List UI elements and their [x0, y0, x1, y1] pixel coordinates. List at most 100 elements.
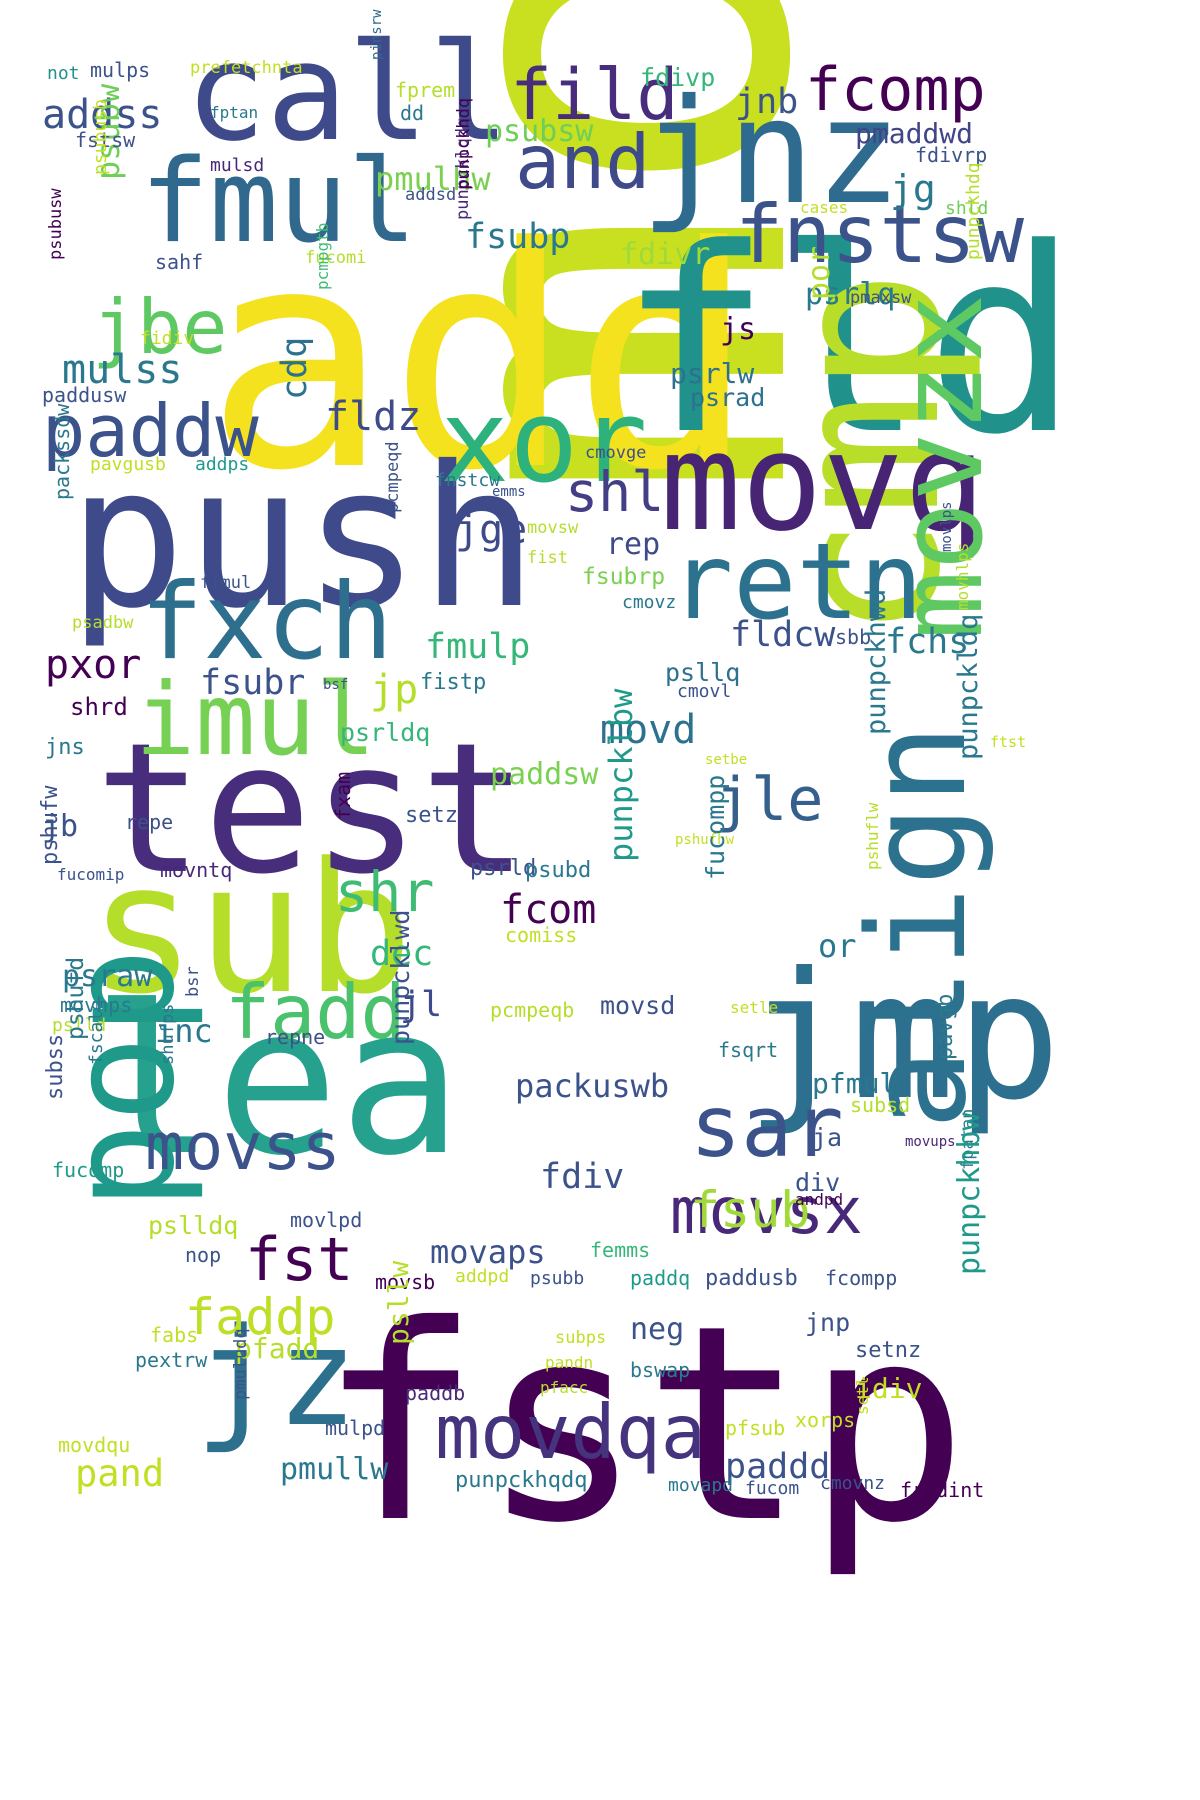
cloud-word: jl	[400, 985, 443, 1025]
cloud-word: fnstsw	[735, 188, 1024, 281]
cloud-word: fist	[527, 548, 568, 568]
cloud-word: addpd	[455, 1266, 510, 1287]
cloud-word: cmovl	[677, 681, 732, 702]
cloud-word: fcompp	[825, 1266, 898, 1290]
cloud-word: shufps	[158, 1003, 178, 1065]
cloud-word: andpd	[795, 1190, 844, 1209]
cloud-word: psllq	[665, 658, 741, 687]
cloud-word: fptan	[210, 103, 259, 122]
cloud-word: pshufd	[63, 956, 89, 1040]
cloud-word: fscale	[86, 999, 107, 1065]
cloud-word: fucompp	[701, 774, 730, 880]
cloud-word: fdivrp	[915, 143, 988, 167]
cloud-word: js	[720, 312, 757, 347]
cloud-word: pxor	[45, 642, 142, 688]
cloud-word: fimul	[200, 573, 252, 593]
cloud-word: paddsw	[490, 757, 599, 792]
cloud-word: cmovge	[585, 443, 647, 463]
cloud-word: addps	[195, 454, 250, 475]
cloud-word: sub	[88, 825, 414, 1034]
cloud-word: setz	[405, 803, 458, 828]
cloud-word: retn	[670, 521, 923, 643]
cloud-word: psrlw	[670, 357, 755, 390]
cloud-word: punpckhdq	[454, 97, 474, 190]
cloud-word: fucomp	[52, 1158, 125, 1182]
cloud-word: ftst	[990, 733, 1027, 751]
cloud-word: punpcklbw	[602, 688, 640, 862]
cloud-word: movntq	[160, 858, 233, 882]
cloud-word: paddw	[42, 389, 259, 473]
cloud-word: div	[795, 1168, 841, 1197]
cloud-word: addss	[42, 92, 163, 138]
cloud-word: jge	[455, 507, 528, 553]
cloud-word: fdivr	[620, 237, 711, 272]
cloud-word: comiss	[505, 923, 578, 947]
cloud-word: movsw	[527, 518, 579, 538]
cloud-word: fdivp	[640, 63, 716, 92]
cloud-word: movdqa	[435, 1388, 706, 1476]
cloud-word: packuswb	[515, 1067, 670, 1105]
cloud-word: xor	[440, 375, 648, 509]
cloud-word: pmullw	[280, 1452, 389, 1487]
cloud-word: shld	[945, 198, 989, 219]
cloud-word: shr	[335, 860, 435, 924]
cloud-word: psraw	[62, 959, 153, 994]
cloud-word: punpcklwd	[386, 909, 415, 1045]
cloud-word: movdqu	[58, 1433, 131, 1457]
cloud-word: fucomi	[305, 248, 367, 268]
cloud-word: shrd	[70, 693, 128, 721]
cloud-word: setbe	[705, 752, 748, 768]
cloud-word: psrld	[470, 856, 537, 881]
cloud-word: fld	[618, 194, 1079, 491]
cloud-word: emms	[492, 484, 526, 500]
cloud-word: pmaddwd	[855, 117, 974, 150]
cloud-word: movups	[905, 1134, 956, 1150]
cloud-word: pmuludq	[231, 1328, 251, 1400]
cloud-word: neg	[630, 1312, 685, 1347]
cloud-word: cmovz	[622, 592, 677, 613]
cloud-word: jg	[890, 167, 936, 211]
cloud-word: sar	[690, 1078, 844, 1177]
cloud-word: bsf	[323, 677, 349, 693]
cloud-word: movsd	[600, 991, 676, 1020]
cloud-word: fldz	[325, 394, 422, 440]
cloud-word: punpckhqdq	[455, 1468, 588, 1493]
cloud-word: pfacc	[540, 1378, 589, 1397]
cloud-word: inc	[155, 1012, 213, 1050]
cloud-word: fstsw	[75, 128, 136, 152]
cloud-word: movzx	[875, 293, 1009, 640]
cloud-word: add	[205, 182, 756, 537]
cloud-word: jnb	[735, 82, 799, 122]
cloud-word: setl	[853, 1376, 872, 1415]
cloud-word: psllw	[382, 1260, 415, 1345]
cloud-word: lea	[92, 963, 463, 1201]
cloud-word: fsub	[690, 1181, 811, 1239]
cloud-word: pslld	[52, 1015, 107, 1036]
cloud-word: pcmpgtb	[313, 222, 332, 290]
cloud-word: jns	[45, 735, 85, 760]
cloud-word: pand	[75, 1452, 165, 1495]
cloud-word: fild	[510, 54, 679, 136]
cloud-word: pslldq	[148, 1211, 239, 1240]
cloud-word: pfadd	[235, 1332, 320, 1365]
cloud-word: movhps	[60, 993, 133, 1017]
cloud-word: punpckhbw	[952, 1112, 987, 1275]
cloud-word: or	[818, 927, 857, 965]
cloud-word: not	[47, 63, 80, 84]
cloud-word: fsubrp	[582, 564, 666, 590]
cloud-word: mulss	[62, 347, 183, 393]
cloud-word: push	[68, 424, 538, 651]
cloud-word: pfmul	[812, 1067, 897, 1100]
cloud-word: and	[515, 118, 651, 206]
cloud-word: paddb	[405, 1381, 466, 1405]
cloud-word: jnz	[640, 68, 902, 237]
cloud-word: fucom	[745, 1478, 800, 1499]
cloud-word: imul	[135, 661, 376, 778]
cloud-word: movsx	[670, 1175, 863, 1249]
cloud-word: cmovnz	[820, 1473, 886, 1494]
cloud-word: psubd	[525, 858, 592, 883]
cloud-word: paddd	[725, 1447, 831, 1487]
cloud-word: repe	[125, 810, 174, 834]
cloud-word: paddq	[630, 1266, 691, 1290]
cloud-word: pavgb	[933, 993, 958, 1060]
